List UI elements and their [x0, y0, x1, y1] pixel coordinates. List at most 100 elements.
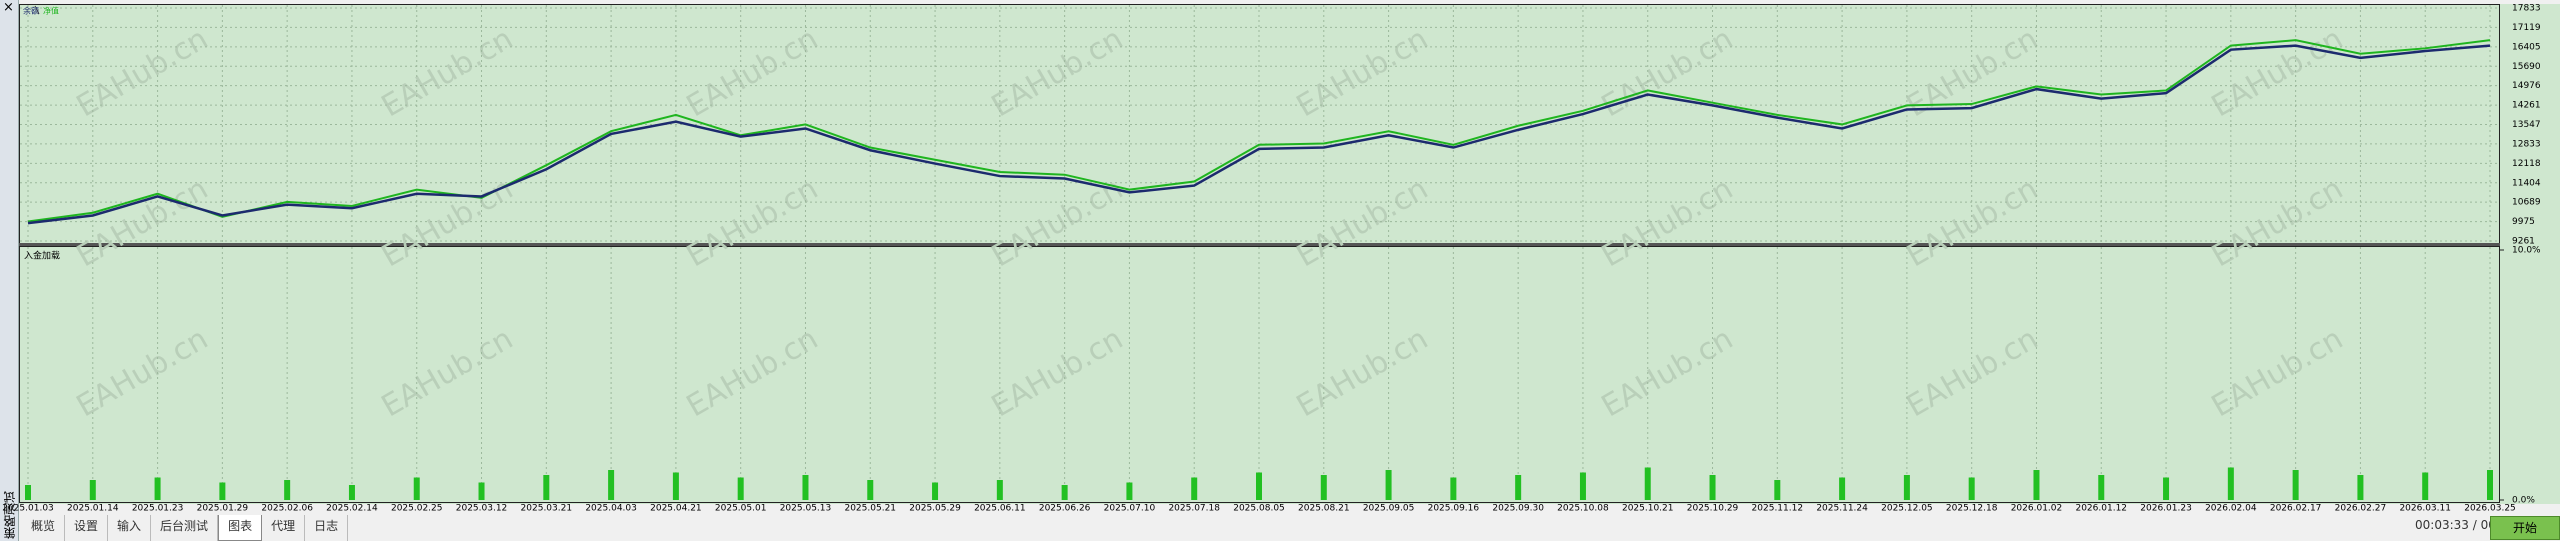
- tab[interactable]: 日志: [305, 515, 349, 541]
- bar: [348, 485, 355, 500]
- bar: [2357, 475, 2364, 500]
- y-tick-label: 12118: [2512, 159, 2541, 169]
- bar: [932, 482, 939, 500]
- x-tick-label: 2025.12.05: [1881, 504, 1933, 513]
- bar: [1385, 470, 1392, 500]
- x-tick-label: 2026.02.17: [2270, 504, 2322, 513]
- y-tick-label: 17119: [2512, 23, 2541, 33]
- chart-bg: [19, 4, 2560, 504]
- bar: [1709, 475, 1716, 500]
- x-tick-label: 2025.07.10: [1104, 504, 1156, 513]
- bar: [219, 482, 226, 500]
- x-tick-label: 2026.01.23: [2140, 504, 2192, 513]
- close-button[interactable]: ×: [3, 0, 14, 15]
- bar: [1839, 477, 1846, 500]
- tab[interactable]: 图表: [218, 515, 263, 541]
- x-tick-label: 2025.02.14: [326, 504, 378, 513]
- y-tick-label: 12833: [2512, 139, 2541, 149]
- bar: [89, 480, 96, 500]
- x-tick-label: 2025.03.21: [521, 504, 573, 513]
- panel-label: 入金加载: [24, 250, 60, 262]
- x-tick-label: 2025.05.21: [844, 504, 896, 513]
- x-tick-label: 2025.10.29: [1687, 504, 1739, 513]
- bar: [543, 475, 550, 500]
- tab[interactable]: 概览: [22, 515, 66, 541]
- x-tick-label: 2025.09.16: [1428, 504, 1480, 513]
- x-tick-label: 2025.09.30: [1492, 504, 1544, 513]
- bar: [1320, 475, 1327, 500]
- tab[interactable]: 设置: [65, 515, 109, 541]
- x-tick-label: 2025.05.13: [780, 504, 832, 513]
- y-tick-label: 0.0%: [2512, 496, 2535, 506]
- bar: [996, 480, 1003, 500]
- bar: [2033, 470, 2040, 500]
- bottom-frame: [19, 246, 2500, 503]
- bar: [1191, 477, 1198, 500]
- x-tick-label: 2025.05.29: [909, 504, 961, 513]
- y-tick-label: 16405: [2512, 42, 2541, 52]
- series-line: [27, 39, 2491, 223]
- x-tick-label: 2025.11.12: [1752, 504, 1804, 513]
- bar: [1450, 477, 1457, 500]
- x-tick-label: 2025.02.06: [261, 504, 313, 513]
- bar: [478, 482, 485, 500]
- bar: [2292, 470, 2299, 500]
- x-tick-label: 2026.02.04: [2205, 504, 2257, 513]
- bar: [1774, 480, 1781, 500]
- x-tick-label: 2026.01.02: [2011, 504, 2063, 513]
- bar: [1061, 485, 1068, 500]
- series-line: [27, 44, 2491, 225]
- side-panel: × 策略测试: [0, 0, 19, 541]
- bar: [2487, 470, 2493, 500]
- x-tick-label: 2025.12.18: [1946, 504, 1998, 513]
- bar: [2098, 475, 2105, 500]
- x-tick-label: 2025.05.01: [715, 504, 767, 513]
- start-button[interactable]: 开始: [2490, 516, 2560, 540]
- separator: [19, 243, 2500, 246]
- x-tick-label: 2026.01.12: [2075, 504, 2127, 513]
- y-tick-label: 9261: [2512, 237, 2535, 247]
- x-tick-label: 2025.01.14: [67, 504, 119, 513]
- x-tick-label: 2025.03.12: [456, 504, 508, 513]
- legend-separator: [34, 5, 40, 15]
- x-tick-label: 2025.04.21: [650, 504, 702, 513]
- x-tick-label: 2026.02.27: [2335, 504, 2387, 513]
- tab[interactable]: 输入: [108, 515, 152, 541]
- bar: [1579, 472, 1586, 500]
- bar: [737, 477, 744, 500]
- x-tick-label: 2025.08.05: [1233, 504, 1285, 513]
- x-tick-label: 2025.11.24: [1816, 504, 1868, 513]
- bar: [154, 477, 161, 500]
- bar: [2422, 472, 2429, 500]
- x-tick-label: 2025.09.05: [1363, 504, 1415, 513]
- bar: [608, 470, 615, 500]
- y-tick-label: 10689: [2512, 198, 2541, 208]
- y-tick-label: 14261: [2512, 101, 2541, 111]
- tab[interactable]: 代理: [262, 515, 306, 541]
- bar: [2227, 467, 2234, 500]
- y-tick-label: 15690: [2512, 62, 2541, 72]
- x-tick-label: 2025.04.03: [585, 504, 637, 513]
- y-tick-label: 11404: [2512, 178, 2541, 188]
- x-tick-label: 2025.01.29: [197, 504, 249, 513]
- bar: [1126, 482, 1133, 500]
- tab[interactable]: 后台测试: [151, 515, 219, 541]
- legend-label: 余额: [23, 6, 39, 16]
- bar: [1644, 467, 1651, 500]
- bar: [867, 480, 874, 500]
- bar: [413, 477, 420, 500]
- bar: [1256, 472, 1262, 500]
- bar: [672, 472, 679, 500]
- chart: EAHub.cn EAHub.cn EAHub.cn EAHub.cn EAHub.cn…: [2, 4, 2560, 513]
- x-tick-label: 2025.10.08: [1557, 504, 1609, 513]
- y-tick-label: 9975: [2512, 217, 2535, 227]
- x-tick-label: 2025.07.18: [1168, 504, 1220, 513]
- y-tick-label: 14976: [2512, 81, 2541, 91]
- x-tick-label: 2026.03.25: [2464, 504, 2516, 513]
- x-tick-label: 2025.08.21: [1298, 504, 1350, 513]
- y-tick-label: 13547: [2512, 120, 2541, 130]
- bar: [1968, 477, 1975, 500]
- x-tick-label: 2025.06.26: [1039, 504, 1091, 513]
- bar: [1903, 475, 1910, 500]
